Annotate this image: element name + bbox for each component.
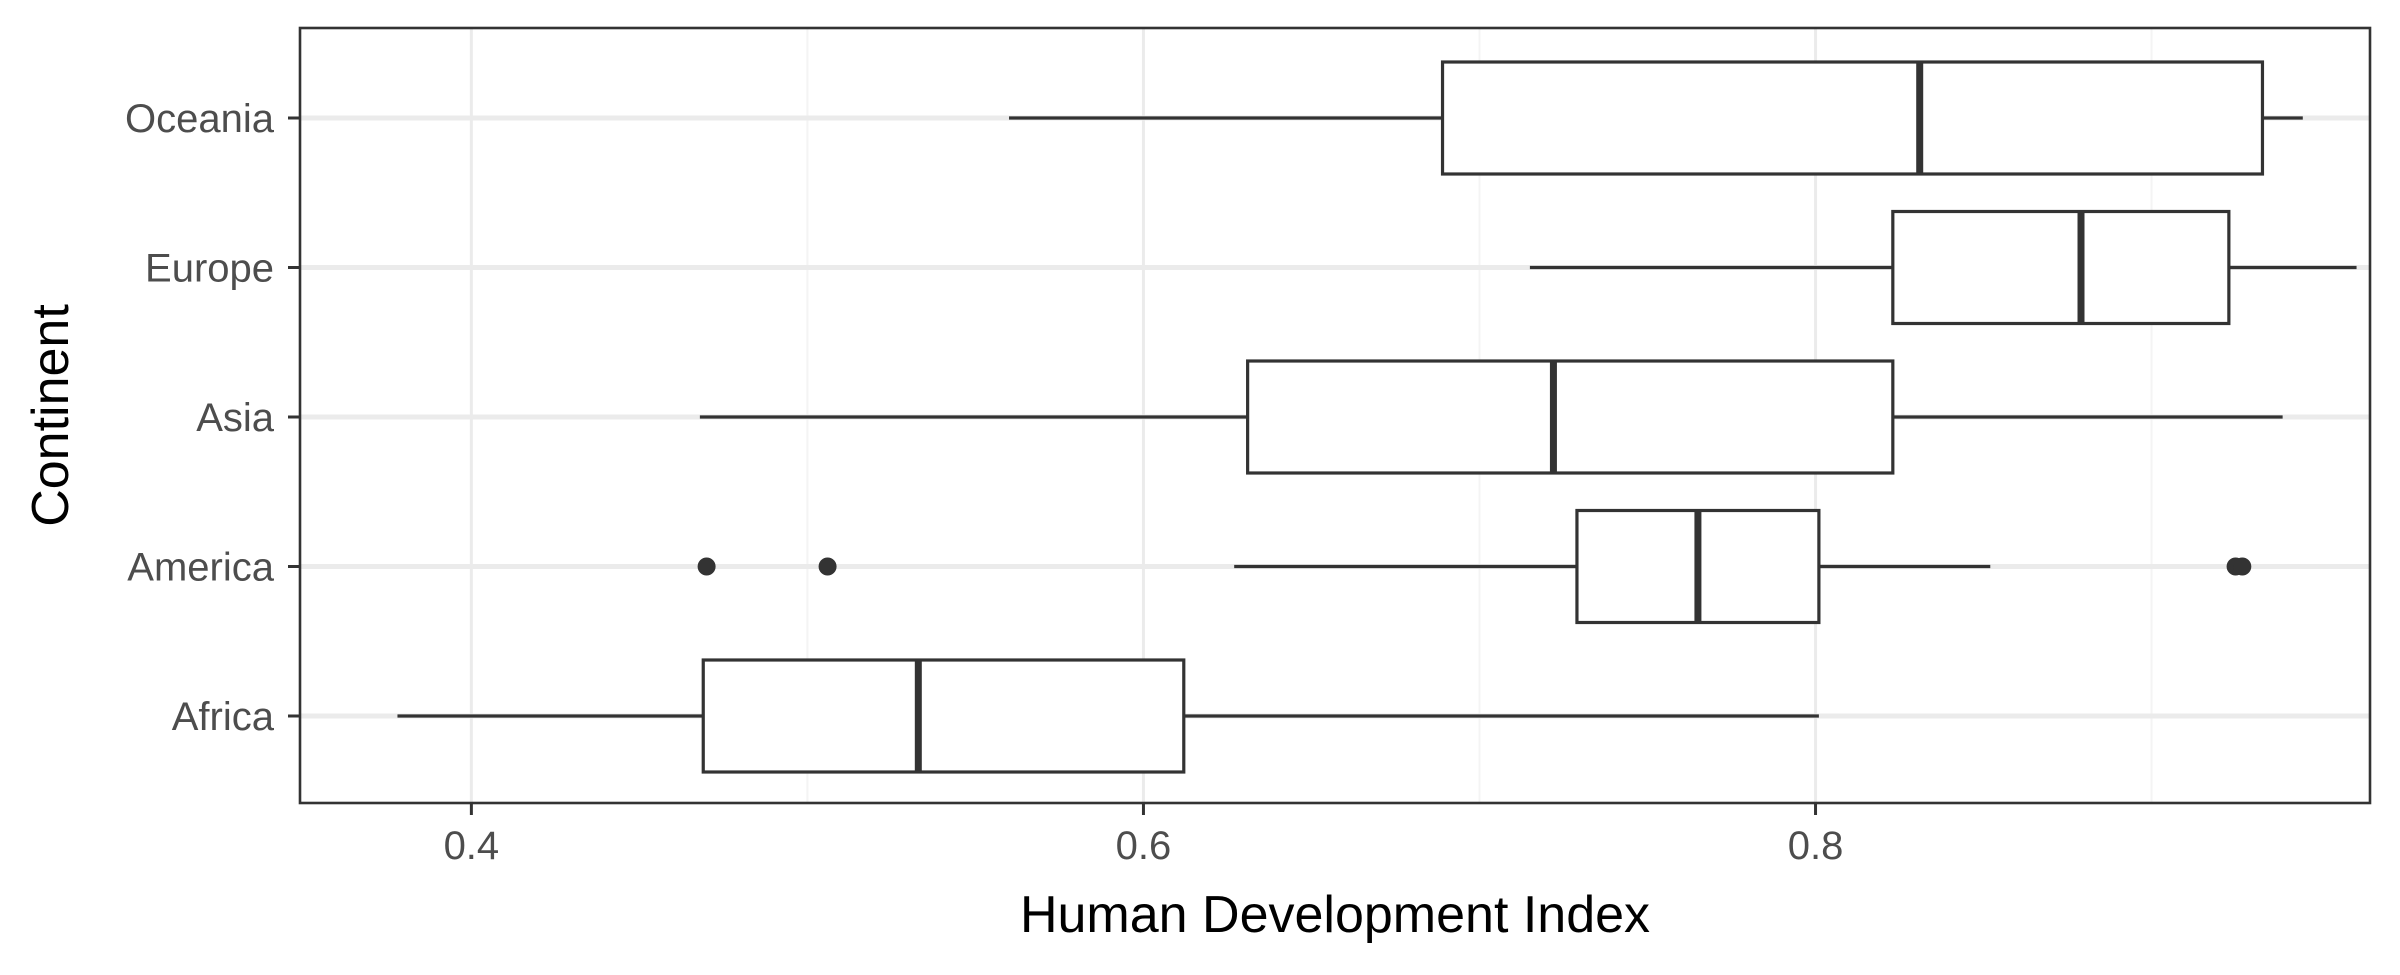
y-tick-label: Asia [196,396,275,440]
y-tick-label: Africa [172,695,275,739]
y-axis-title: Continent [22,304,80,527]
x-tick-label: 0.6 [1116,824,1172,868]
outlier-point [818,557,837,576]
box-america [697,508,2252,625]
box-iqr [1891,209,2231,326]
x-tick-label: 0.8 [1788,824,1844,868]
box-africa [397,658,1819,774]
y-tick-label: America [127,546,274,590]
box-iqr [1440,60,2265,176]
y-tick-label: Europe [145,247,274,291]
outlier-point [2233,557,2252,576]
x-axis-title: Human Development Index [1020,886,1650,944]
axis-layer: 0.4 0.6 0.8 Africa America Asia Europe Oceania [125,97,1843,868]
box-asia [699,359,2283,475]
box-iqr [1246,359,1895,475]
box-iqr [701,658,1186,774]
box-europe [1529,209,2357,326]
outlier-point [697,557,716,576]
box-layer [397,60,2357,774]
y-tick-label: Oceania [125,97,275,141]
x-tick-label: 0.4 [444,824,500,868]
box-oceania [1009,60,2303,176]
